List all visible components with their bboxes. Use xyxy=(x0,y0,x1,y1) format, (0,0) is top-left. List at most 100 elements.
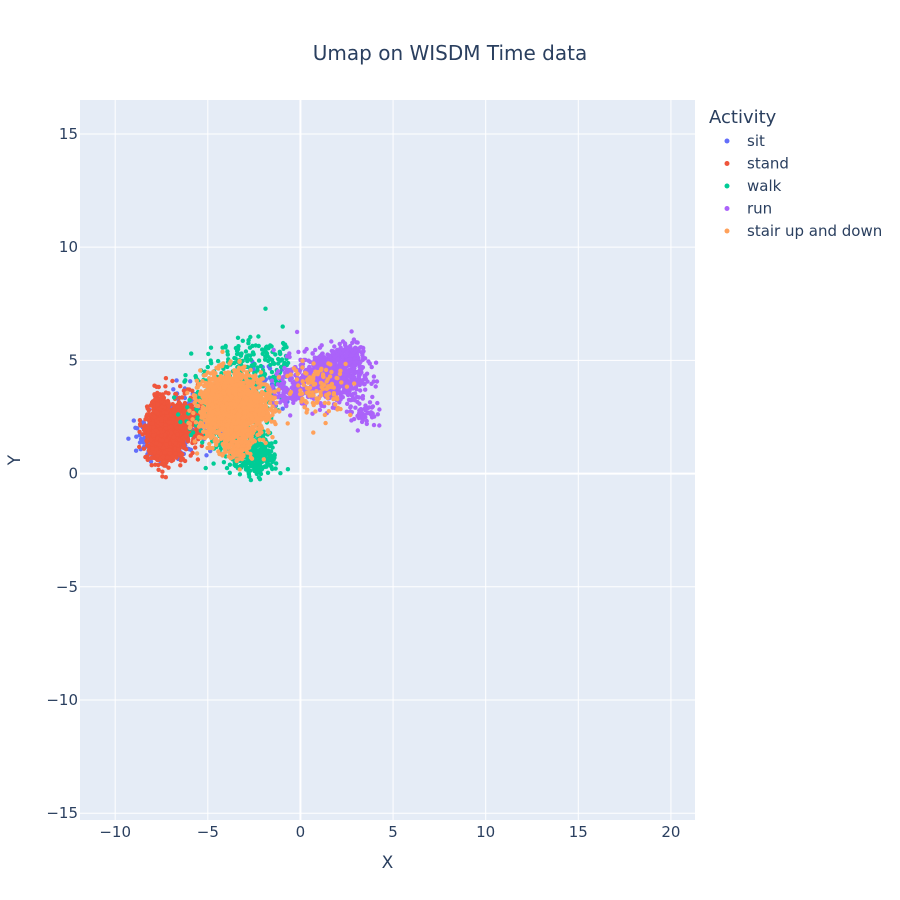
data-point xyxy=(359,416,365,421)
data-point xyxy=(280,324,285,329)
data-point xyxy=(353,377,358,382)
data-point xyxy=(319,360,324,366)
data-point xyxy=(223,343,228,349)
data-point xyxy=(179,395,185,400)
data-point xyxy=(302,349,307,354)
data-point xyxy=(373,384,378,389)
data-point xyxy=(353,348,358,353)
data-point xyxy=(240,338,245,343)
data-point xyxy=(332,344,337,349)
data-point xyxy=(256,343,261,349)
data-point xyxy=(175,432,180,437)
chart-title: Umap on WISDM Time data xyxy=(313,41,587,65)
data-point xyxy=(269,378,275,383)
data-point xyxy=(362,406,367,412)
data-point xyxy=(137,418,143,423)
data-point xyxy=(153,428,159,433)
data-point xyxy=(183,433,188,439)
data-point xyxy=(281,387,287,393)
data-point xyxy=(349,353,354,358)
data-point xyxy=(137,444,142,450)
data-point xyxy=(369,381,374,386)
data-point xyxy=(271,347,276,353)
data-point xyxy=(356,355,361,361)
data-point xyxy=(282,365,287,371)
data-point xyxy=(348,378,354,383)
data-point xyxy=(369,415,375,420)
data-point xyxy=(173,451,178,457)
data-point xyxy=(363,387,368,392)
data-point xyxy=(198,368,203,373)
data-point xyxy=(131,418,136,423)
data-point xyxy=(348,405,353,410)
data-point xyxy=(268,453,273,458)
data-point xyxy=(257,477,263,482)
data-point xyxy=(350,386,356,391)
data-point xyxy=(343,353,349,359)
data-point xyxy=(156,462,161,468)
data-point xyxy=(262,372,268,377)
data-point xyxy=(205,364,210,370)
data-point xyxy=(160,454,166,460)
data-point xyxy=(141,446,147,451)
data-point xyxy=(180,426,185,431)
data-point xyxy=(195,457,201,462)
data-point xyxy=(232,462,237,468)
data-point xyxy=(370,404,376,409)
data-point xyxy=(163,475,168,480)
data-point xyxy=(353,405,358,410)
data-point xyxy=(367,400,373,405)
data-point xyxy=(159,416,164,421)
data-point xyxy=(352,366,357,371)
data-point xyxy=(343,369,348,374)
data-point xyxy=(166,420,172,425)
data-point xyxy=(276,361,281,366)
data-point xyxy=(162,450,168,455)
data-point xyxy=(264,344,269,349)
data-point xyxy=(203,465,208,471)
data-point xyxy=(146,417,151,423)
data-point xyxy=(188,379,193,384)
data-point xyxy=(270,445,275,450)
data-point xyxy=(148,459,154,464)
data-point xyxy=(208,358,213,363)
data-point xyxy=(355,340,360,345)
data-point xyxy=(368,410,374,415)
data-point xyxy=(167,451,173,456)
data-point xyxy=(160,474,165,479)
data-point xyxy=(164,455,170,460)
data-point xyxy=(271,360,276,365)
data-point xyxy=(277,349,282,354)
data-point xyxy=(159,438,165,443)
data-point xyxy=(268,449,274,454)
data-point xyxy=(332,354,338,359)
data-point xyxy=(236,344,241,349)
data-point xyxy=(208,345,214,350)
data-point xyxy=(263,306,268,311)
data-point xyxy=(351,337,357,342)
data-point xyxy=(189,351,194,356)
data-point xyxy=(138,423,143,428)
data-point xyxy=(193,445,198,450)
data-point xyxy=(164,442,169,448)
data-point xyxy=(173,441,178,446)
data-point xyxy=(269,441,274,446)
data-point xyxy=(163,416,168,421)
data-point xyxy=(269,369,275,375)
data-point xyxy=(174,378,179,383)
data-point xyxy=(288,413,293,418)
data-point xyxy=(265,470,271,475)
data-point xyxy=(312,355,317,360)
data-point xyxy=(256,334,261,339)
data-point xyxy=(149,463,154,468)
data-point xyxy=(362,373,367,378)
data-point xyxy=(244,461,250,466)
data-point xyxy=(247,474,252,479)
data-point xyxy=(319,403,324,408)
data-point xyxy=(369,364,374,370)
data-point xyxy=(195,415,200,420)
data-point xyxy=(157,442,163,447)
data-point xyxy=(344,391,350,396)
data-point xyxy=(347,374,352,379)
data-point xyxy=(183,447,189,452)
